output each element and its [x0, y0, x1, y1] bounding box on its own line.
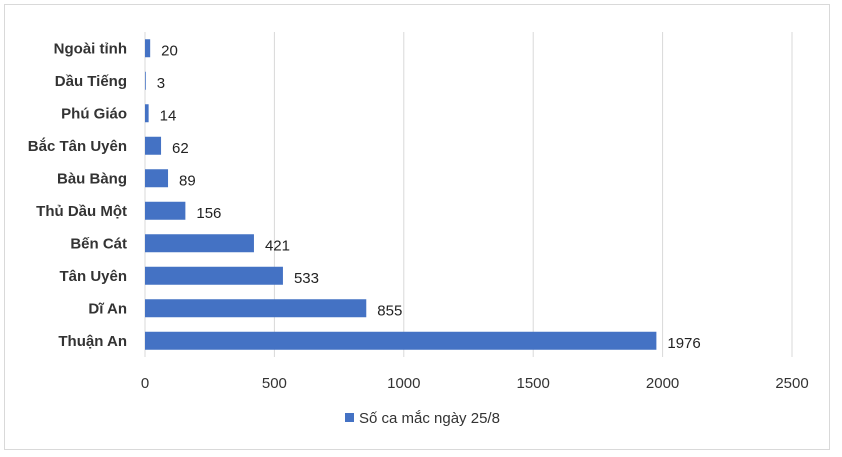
data-label: 14: [160, 107, 177, 124]
data-label: 3: [157, 75, 165, 92]
x-tick-labels: 0 500 1000 1500 2000 2500: [141, 375, 809, 392]
category-label: Phú Giáo: [61, 105, 127, 122]
category-label: Thuận An: [58, 333, 127, 350]
x-tick-label: 0: [141, 375, 149, 392]
bar: [145, 39, 151, 58]
bar: [145, 169, 169, 188]
bar: [145, 71, 146, 90]
x-tick-label: 1500: [517, 375, 550, 392]
data-label: 20: [161, 42, 178, 59]
data-label: 1976: [667, 335, 700, 352]
x-tick-label: 2500: [775, 375, 808, 392]
category-label: Bắc Tân Uyên: [28, 137, 127, 155]
x-tick-label: 500: [262, 375, 287, 392]
category-label: Bến Cát: [70, 235, 127, 252]
data-label: 855: [377, 302, 402, 319]
legend-label: Số ca mắc ngày 25/8: [359, 410, 500, 427]
category-label: Bàu Bàng: [57, 170, 127, 187]
category-label: Dầu Tiếng: [55, 73, 127, 90]
category-label: Thủ Dầu Một: [36, 203, 127, 220]
legend: Số ca mắc ngày 25/8: [345, 410, 500, 427]
x-tick-label: 2000: [646, 375, 679, 392]
legend-swatch: [345, 413, 354, 422]
bars: [145, 39, 657, 350]
chart-frame: [4, 4, 830, 450]
bar: [145, 136, 162, 155]
bar: [145, 104, 149, 123]
x-tick-label: 1000: [387, 375, 420, 392]
bar: [145, 331, 657, 350]
bar: [145, 201, 186, 220]
category-label: Ngoài tỉnh: [54, 40, 127, 57]
data-label: 89: [179, 172, 196, 189]
bar: [145, 234, 254, 253]
bar: [145, 266, 283, 285]
data-label: 421: [265, 237, 290, 254]
data-label: 533: [294, 270, 319, 287]
category-label: Tân Uyên: [59, 268, 127, 285]
category-labels: Ngoài tỉnh Dầu Tiếng Phú Giáo Bắc Tân Uyên B…: [28, 40, 127, 350]
bar: [145, 299, 367, 318]
category-label: Dĩ An: [88, 300, 127, 317]
data-label: 156: [196, 205, 221, 222]
data-label: 62: [172, 140, 189, 157]
